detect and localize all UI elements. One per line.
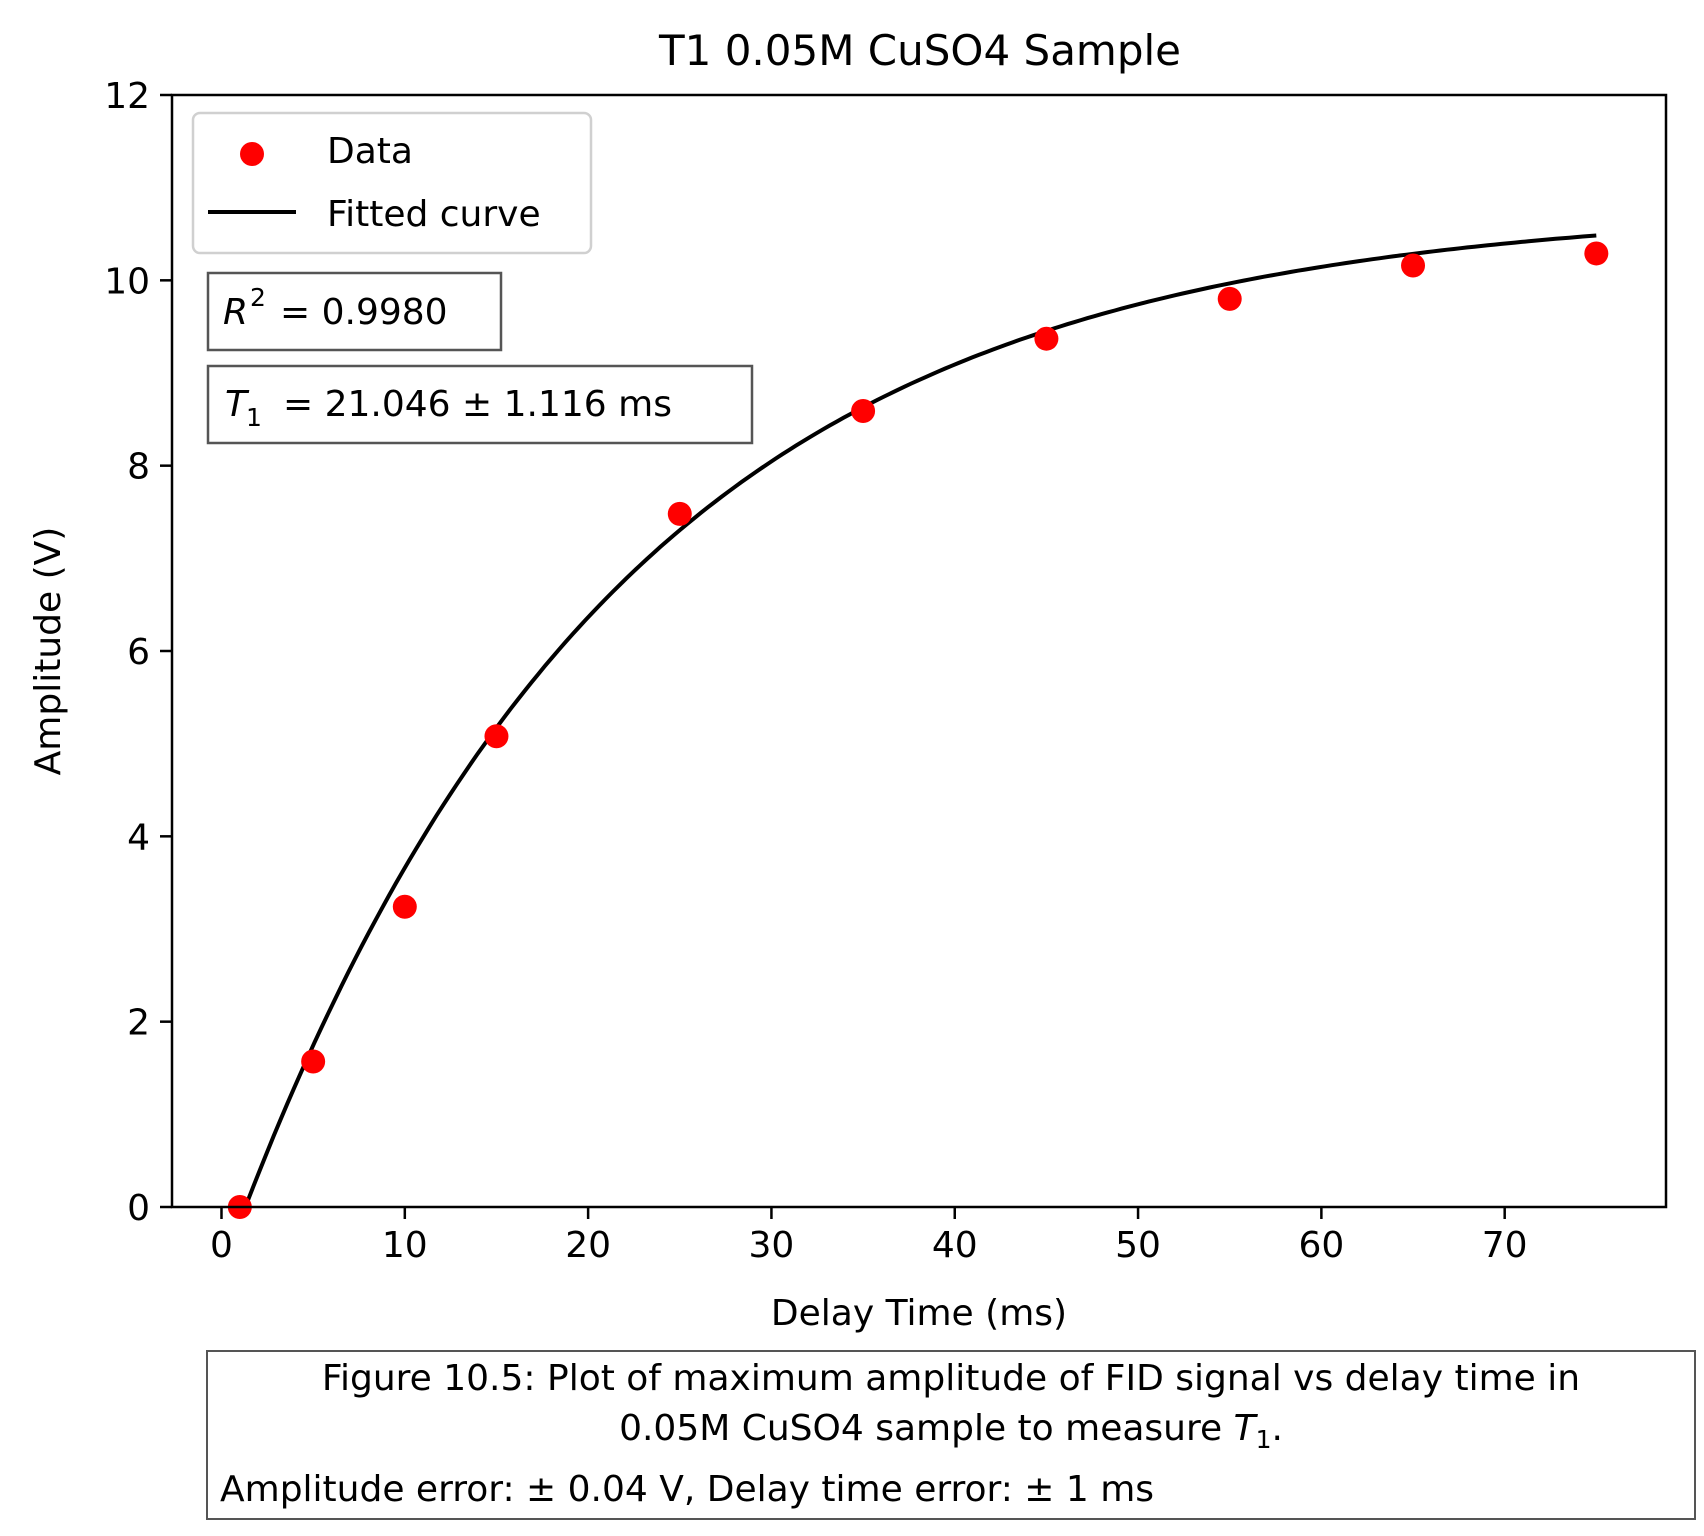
caption-t1-symbol: T <box>1233 1408 1256 1449</box>
caption-line-2: 0.05M CuSO4 sample to measure T1. <box>220 1404 1682 1465</box>
y-tick-label: 12 <box>104 76 150 117</box>
t1-subscript: 1 <box>246 403 262 432</box>
axes-frame <box>170 93 1668 1209</box>
t1-value: = 21.046 ± 1.116 ms <box>283 384 672 425</box>
data-point <box>1034 326 1059 351</box>
data-point <box>392 894 417 919</box>
x-tick-label: 20 <box>565 1225 611 1266</box>
y-tick-label: 0 <box>127 1188 150 1229</box>
data-point <box>484 724 509 749</box>
chart-title: T1 0.05M CuSO4 Sample <box>658 26 1181 75</box>
x-tick-label: 40 <box>932 1225 978 1266</box>
t1-symbol: T <box>225 384 250 425</box>
data-point <box>1584 241 1609 266</box>
y-axis-label: Amplitude (V) <box>28 527 69 776</box>
x-tick-label: 60 <box>1298 1225 1344 1266</box>
caption-line-1: Figure 10.5: Plot of maximum amplitude o… <box>321 1358 1581 1399</box>
caption-line-3: Amplitude error: ± 0.04 V, Delay time er… <box>220 1469 1155 1511</box>
data-point <box>667 501 692 526</box>
t1-box <box>206 364 754 445</box>
y-tick-label: 8 <box>127 447 150 488</box>
data-point <box>851 398 876 423</box>
r-squared-symbol: R <box>223 292 248 333</box>
data-point <box>301 1049 326 1074</box>
legend-fit-label: Fitted curve <box>327 194 541 235</box>
data-point <box>1401 253 1426 278</box>
caption-line-2-text: 0.05M CuSO4 sample to measure <box>619 1408 1234 1449</box>
x-axis-label: Delay Time (ms) <box>771 1293 1067 1334</box>
x-tick-label: 70 <box>1482 1225 1528 1266</box>
r-squared-exponent: 2 <box>250 283 266 312</box>
plot-area <box>227 233 1609 1219</box>
r-squared-box <box>206 271 503 352</box>
y-tick-label: 10 <box>104 261 150 302</box>
legend: Data Fitted curve <box>191 111 593 255</box>
data-point <box>1217 286 1242 311</box>
y-tick-label: 6 <box>127 632 150 673</box>
x-tick-label: 50 <box>1115 1225 1161 1266</box>
y-tick-label: 2 <box>127 1003 150 1044</box>
r-squared-value: = 0.9980 <box>280 292 448 333</box>
r-squared-annotation: R 2 = 0.9980 <box>206 271 503 352</box>
legend-data-marker <box>240 142 264 166</box>
x-tick-label: 30 <box>749 1225 795 1266</box>
x-tick-label: 0 <box>210 1225 233 1266</box>
legend-box <box>191 111 593 255</box>
y-tick-label: 4 <box>127 817 150 858</box>
t1-chart: T1 0.05M CuSO4 Sample 0 10 20 30 40 50 60 70 0 2 4… <box>28 26 1668 1334</box>
x-tick-label: 10 <box>382 1225 428 1266</box>
caption-t1-subscript: 1 <box>1255 1425 1272 1455</box>
figure-caption: Figure 10.5: Plot of maximum amplitude o… <box>206 1350 1696 1520</box>
legend-data-label: Data <box>327 131 413 172</box>
t1-annotation: T 1 = 21.046 ± 1.116 ms <box>206 364 754 445</box>
fitted-curve-line <box>238 233 1597 1209</box>
caption-line-2-end: . <box>1271 1408 1283 1449</box>
